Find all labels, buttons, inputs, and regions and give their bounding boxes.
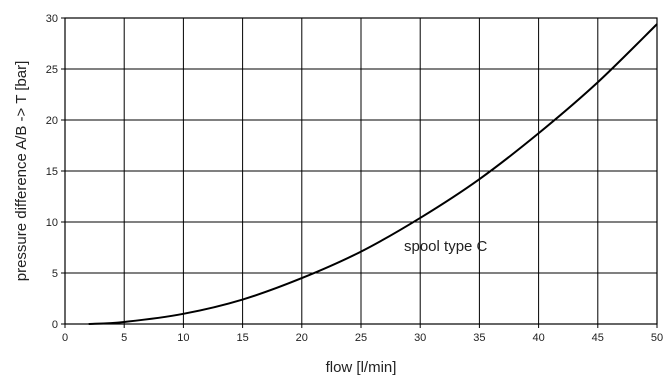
x-tick-label: 45: [592, 332, 604, 344]
y-tick-label: 30: [46, 13, 58, 25]
x-tick-label: 10: [177, 332, 189, 344]
x-axis-label: flow [l/min]: [326, 359, 397, 376]
y-axis-label: pressure difference A/B -> T [bar]: [13, 61, 30, 282]
x-tick-label: 15: [236, 332, 248, 344]
x-tick-label: 35: [473, 332, 485, 344]
x-axis-ticks: 0 5 10 15 20 25 30 35 40 45 50: [62, 324, 663, 344]
y-tick-label: 15: [46, 166, 58, 178]
x-tick-label: 50: [651, 332, 663, 344]
y-tick-label: 0: [52, 319, 58, 331]
x-tick-label: 5: [121, 332, 127, 344]
series-line-spool-type-c: [88, 23, 658, 325]
y-tick-label: 20: [46, 115, 58, 127]
x-tick-label: 40: [532, 332, 544, 344]
y-axis-ticks: 0 5 10 15 20 25 30: [46, 13, 65, 331]
y-tick-label: 25: [46, 64, 58, 76]
grid: [64, 17, 658, 325]
x-tick-label: 25: [355, 332, 367, 344]
y-tick-label: 5: [52, 268, 58, 280]
x-tick-label: 0: [62, 332, 68, 344]
series-annotation: spool type C: [404, 238, 488, 255]
x-tick-label: 30: [414, 332, 426, 344]
x-tick-label: 20: [296, 332, 308, 344]
y-tick-label: 10: [46, 217, 58, 229]
